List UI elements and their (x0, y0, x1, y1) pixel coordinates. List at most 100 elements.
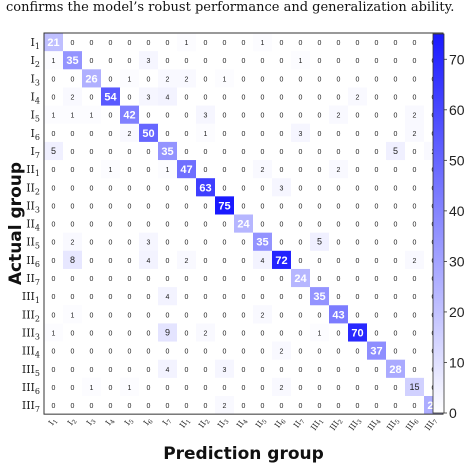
cell-value: 0 (299, 185, 303, 192)
cell-value: 0 (90, 240, 94, 247)
heatmap-cell (291, 232, 311, 252)
cell-value: 0 (90, 185, 94, 192)
x-tick-label: II7 (292, 416, 307, 431)
heatmap-cell (63, 268, 83, 288)
x-tick-label: I5 (123, 416, 136, 428)
heatmap-cell (386, 250, 406, 270)
cell-value: 0 (280, 367, 284, 374)
heatmap-cell (291, 268, 311, 288)
heatmap-cell (386, 305, 406, 324)
cell-value: 0 (223, 349, 227, 356)
cell-value: 0 (147, 149, 151, 156)
cell-value: 0 (128, 95, 132, 102)
y-tick-label: I4 (31, 91, 40, 106)
cell-value: 0 (242, 131, 246, 138)
heatmap-cell (386, 359, 406, 379)
colorbar (432, 33, 445, 414)
heatmap-cell (196, 51, 216, 70)
heatmap-cell (44, 287, 64, 306)
cell-value: 5 (317, 237, 322, 247)
cell-value: 35 (313, 291, 325, 303)
heatmap-cell (139, 141, 159, 161)
cell-value: 0 (337, 403, 341, 410)
heatmap-cell (196, 341, 216, 360)
heatmap-cell (196, 287, 216, 306)
heatmap-cell (253, 123, 273, 143)
cell-value: 0 (128, 203, 132, 210)
cell-value: 63 (199, 182, 211, 194)
cell-value: 72 (275, 255, 287, 267)
cell-value: 2 (413, 113, 417, 120)
heatmap-cell (405, 87, 425, 106)
cell-value: 0 (413, 349, 417, 356)
cell-value: 0 (394, 258, 398, 265)
heatmap-cell (158, 160, 178, 179)
heatmap-cell (348, 396, 368, 415)
heatmap-cell (215, 123, 235, 143)
heatmap-cell (196, 305, 216, 324)
heatmap-cell (177, 141, 197, 161)
heatmap-cell (367, 323, 387, 342)
y-tick-label: I5 (31, 109, 40, 124)
heatmap-cell (253, 377, 273, 397)
cell-value: 0 (413, 403, 417, 410)
cell-value: 2 (413, 131, 417, 138)
heatmap-cell (82, 214, 102, 233)
heatmap-cell (367, 377, 387, 397)
cell-value: 35 (161, 146, 173, 158)
heatmap-cell (196, 377, 216, 397)
heatmap-cell (196, 359, 216, 379)
heatmap-cell (101, 323, 121, 342)
heatmap-cell (253, 178, 273, 197)
cell-value: 0 (109, 76, 113, 83)
cell-value: 0 (109, 276, 113, 283)
cell-value: 0 (375, 76, 379, 83)
heatmap-cell (310, 51, 330, 70)
heatmap-cell (310, 359, 330, 379)
x-tick-label: II1 (178, 416, 193, 431)
cell-value: 0 (166, 385, 170, 392)
heatmap-cell (139, 268, 159, 288)
cell-value: 0 (261, 349, 265, 356)
heatmap-cell (177, 268, 197, 288)
heatmap-cell (120, 250, 140, 270)
heatmap-cell (101, 160, 121, 179)
cell-value: 0 (52, 76, 56, 83)
cell-value: 0 (204, 258, 208, 265)
heatmap-cell (405, 69, 425, 88)
cell-value: 0 (299, 258, 303, 265)
heatmap-cell (177, 305, 197, 324)
cell-value: 0 (413, 312, 417, 319)
heatmap-cell (234, 141, 254, 161)
cell-value: 0 (128, 167, 132, 174)
heatmap-cell (291, 69, 311, 88)
colorbar-tick-label: 70 (449, 51, 465, 67)
cell-value: 0 (261, 367, 265, 374)
cell-value: 0 (166, 113, 170, 120)
cell-value: 0 (204, 167, 208, 174)
cell-value: 0 (185, 294, 189, 301)
heatmap-cell (120, 141, 140, 161)
cell-value: 0 (318, 222, 322, 229)
heatmap-cell (329, 305, 349, 324)
cell-value: 1 (52, 113, 56, 120)
cell-value: 0 (413, 167, 417, 174)
cell-value: 0 (109, 403, 113, 410)
cell-value: 0 (280, 312, 284, 319)
cell-value: 0 (356, 58, 360, 65)
cell-value: 0 (299, 240, 303, 247)
heatmap-cell (253, 105, 273, 125)
heatmap-cell (367, 33, 387, 52)
cell-value: 0 (109, 258, 113, 265)
heatmap-cell (196, 268, 216, 288)
heatmap-cell (63, 123, 83, 143)
cell-value: 0 (318, 131, 322, 138)
y-tick-label: II2 (26, 181, 40, 196)
cell-value: 0 (280, 76, 284, 83)
cell-value: 0 (90, 276, 94, 283)
heatmap-cell (196, 141, 216, 161)
cell-value: 0 (223, 294, 227, 301)
heatmap-cell (139, 287, 159, 306)
cell-value: 0 (90, 367, 94, 374)
heatmap-cell (405, 141, 425, 161)
